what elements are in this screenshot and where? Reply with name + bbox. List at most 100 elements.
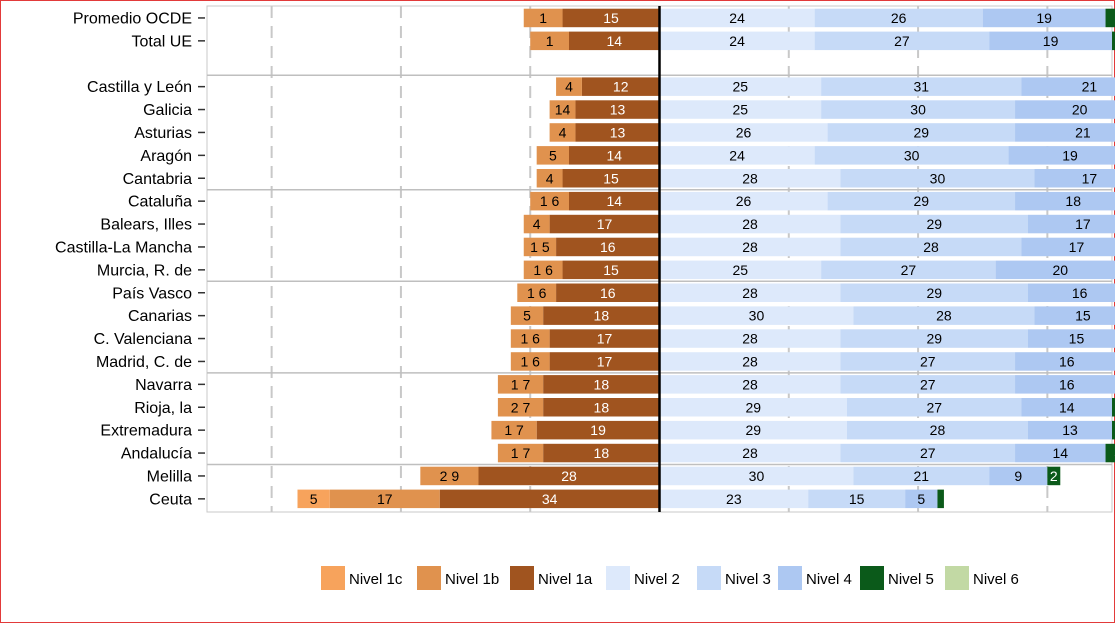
bar-value-label: 18 <box>594 445 610 461</box>
bar-value-label: 5 <box>917 491 925 507</box>
bar-value-label: 28 <box>742 239 758 255</box>
bar-value-label: 15 <box>603 262 619 278</box>
bar-value-label: 25 <box>733 79 749 95</box>
bar-segment <box>1015 191 1115 211</box>
bar-segment <box>536 169 563 188</box>
bar-segment <box>543 306 660 325</box>
category-label: Galicia <box>143 102 192 119</box>
bar-value-label: 4 <box>559 124 567 140</box>
bar-value-label: 5 <box>310 491 318 507</box>
bar-value-label: 23 <box>726 491 742 507</box>
bar-value-label: 14 <box>1059 399 1075 415</box>
bar-value-label: 5 <box>549 147 557 163</box>
bar-segment <box>937 489 944 509</box>
bar-segment <box>543 443 660 463</box>
bar-segment <box>569 31 660 51</box>
bar-value-label: 2 9 <box>440 468 460 484</box>
bar-segment <box>556 283 660 302</box>
bar-segment <box>905 489 938 509</box>
bar-value-label: 14 <box>555 102 571 118</box>
bar-segment <box>989 466 1048 486</box>
category-label: Canarias <box>128 308 192 325</box>
bar-value-label: 1 7 <box>511 376 531 392</box>
bar-segment <box>562 8 660 28</box>
bar-value-label: 29 <box>745 399 761 415</box>
bar-value-label: 15 <box>849 491 865 507</box>
bar-value-label: 31 <box>914 79 930 95</box>
bar-value-label: 9 <box>1014 468 1022 484</box>
bar-value-label: 14 <box>606 193 622 209</box>
bar-value-label: 4 <box>533 216 541 232</box>
bar-value-label: 17 <box>377 491 393 507</box>
bar-segment <box>989 31 1112 51</box>
bar-segment <box>575 123 660 142</box>
bar-segment <box>840 329 1028 348</box>
bar-value-label: 18 <box>1065 193 1081 209</box>
bar-segment <box>1027 214 1115 234</box>
bar-segment <box>1112 398 1115 417</box>
bar-segment <box>840 214 1028 234</box>
bar-segment <box>840 283 1028 302</box>
legend-label: Nivel 4 <box>806 571 852 588</box>
bar-value-label: 4 <box>546 170 554 186</box>
bar-segment <box>995 260 1115 280</box>
bar-segment <box>543 375 660 394</box>
bar-value-label: 17 <box>1069 239 1085 255</box>
bar-value-label: 16 <box>1059 376 1075 392</box>
bar-value-label: 17 <box>597 216 613 232</box>
bar-segment <box>659 375 841 394</box>
bar-value-label: 27 <box>920 376 936 392</box>
bar-value-label: 34 <box>542 491 558 507</box>
bar-value-label: 19 <box>1062 147 1078 163</box>
bar-value-label: 28 <box>742 376 758 392</box>
bar-value-label: 28 <box>936 308 952 324</box>
bar-segment <box>420 466 479 486</box>
bar-value-label: 17 <box>1082 170 1098 186</box>
bar-value-label: 19 <box>1036 10 1052 26</box>
bar-segment <box>840 352 1016 371</box>
bar-value-label: 14 <box>606 33 622 49</box>
bar-segment <box>827 123 1016 142</box>
bar-segment <box>549 100 576 119</box>
bar-segment <box>523 8 563 28</box>
bar-value-label: 18 <box>594 308 610 324</box>
bar-value-label: 4 <box>565 79 573 95</box>
bar-value-label: 25 <box>733 262 749 278</box>
bar-value-label: 12 <box>613 79 629 95</box>
bar-value-label: 28 <box>742 285 758 301</box>
bar-segment <box>439 489 660 509</box>
category-label: C. Valenciana <box>94 331 193 348</box>
bar-segment <box>821 100 1016 119</box>
bar-value-label: 24 <box>729 10 745 26</box>
bar-value-label: 21 <box>1082 79 1098 95</box>
bar-segment <box>581 77 660 96</box>
bar-value-label: 1 6 <box>540 193 560 209</box>
bar-segment <box>840 443 1016 463</box>
bar-value-label: 19 <box>590 422 606 438</box>
legend-swatch <box>417 566 441 590</box>
bar-value-label: 20 <box>1052 262 1068 278</box>
bar-segment <box>569 146 660 165</box>
bar-value-label: 27 <box>894 33 910 49</box>
category-label: Ceuta <box>149 491 192 508</box>
bar-segment <box>659 146 815 165</box>
bar-value-label: 24 <box>729 33 745 49</box>
bar-segment <box>1021 398 1112 417</box>
bar-value-label: 13 <box>1062 422 1078 438</box>
bar-segment <box>329 489 440 509</box>
bar-segment <box>536 420 660 440</box>
category-label: Promedio OCDE <box>73 10 192 27</box>
bar-segment <box>562 169 660 188</box>
bar-segment <box>814 146 1009 165</box>
bar-segment <box>846 398 1022 417</box>
bar-value-label: 20 <box>1072 102 1088 118</box>
bar-segment <box>659 352 841 371</box>
category-label: Murcia, R. de <box>97 262 192 279</box>
bar-segment <box>530 31 569 51</box>
bar-value-label: 29 <box>926 331 942 347</box>
category-label: País Vasco <box>112 285 192 302</box>
bar-value-label: 15 <box>603 10 619 26</box>
bar-segment <box>659 443 841 463</box>
bar-segment <box>659 123 828 142</box>
bar-value-label: 17 <box>1075 216 1091 232</box>
